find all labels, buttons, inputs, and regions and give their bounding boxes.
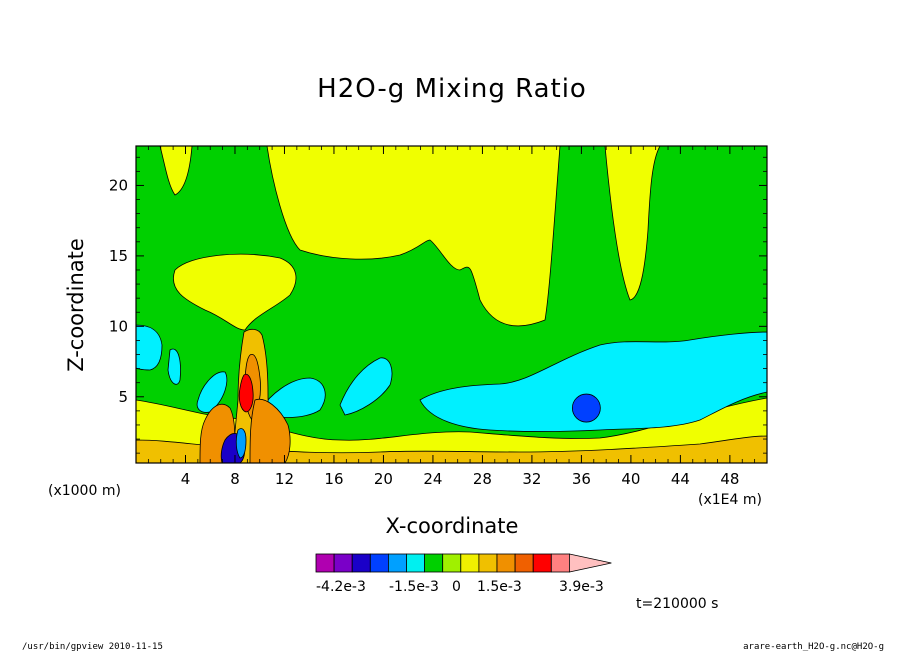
y-axis-label: Z-coordinate [64, 238, 88, 372]
colorbar-cell [514, 553, 534, 573]
time-label: t=210000 s [636, 596, 719, 612]
colorbar-cell [550, 553, 570, 573]
blue-core [571, 393, 601, 423]
x-axis-label: X-coordinate [385, 514, 519, 538]
footer-right: arare-earth_H2O-g.nc@H2O-g [743, 642, 884, 652]
y-tick-label: 15 [109, 247, 128, 265]
colorbar-label: 3.9e-3 [559, 579, 604, 595]
colorbar-cell [315, 553, 335, 573]
left-yellow-lobe [173, 253, 297, 331]
upper-yellow-plume [266, 146, 561, 327]
y-tick-label: 5 [118, 388, 128, 406]
x-tick-label: 24 [423, 470, 442, 488]
colorbar-cell [406, 553, 426, 573]
x-tick-label: 44 [671, 470, 690, 488]
small-cyan-2 [196, 371, 228, 413]
colorbar-label: 1.5e-3 [477, 579, 522, 595]
x-tick-label: 4 [181, 470, 191, 488]
x-tick-label: 16 [324, 470, 343, 488]
colorbar-label: -4.2e-3 [316, 579, 366, 595]
contour-field [136, 146, 767, 463]
y-tick-label: 10 [109, 317, 128, 335]
colorbar-cell [369, 553, 389, 573]
colorbar-cell [496, 553, 516, 573]
x-tick-label: 36 [572, 470, 591, 488]
x-tick-label: 40 [621, 470, 640, 488]
upper-right-yellow [604, 146, 661, 301]
colorbar-arrow [569, 553, 612, 573]
x-tick-label: 8 [230, 470, 240, 488]
small-cyan-3 [339, 357, 393, 416]
x-tick-label: 28 [473, 470, 492, 488]
x-tick-label: 20 [374, 470, 393, 488]
colorbar-cell [351, 553, 371, 573]
footer-left: /usr/bin/gpview 2010-11-15 [22, 642, 163, 652]
x-tick-label: 48 [720, 470, 739, 488]
red-plume [238, 373, 254, 413]
x-unit-left: (x1000 m) [48, 483, 121, 499]
colorbar-label: 0 [452, 579, 461, 595]
x-tick-label: 12 [275, 470, 294, 488]
cyan-anomaly [419, 331, 767, 432]
colorbar-cell [387, 553, 407, 573]
y-tick-label: 20 [109, 176, 128, 194]
colorbar-cell [333, 553, 353, 573]
x-tick-label: 32 [522, 470, 541, 488]
x-unit-right: (x1E4 m) [698, 492, 762, 508]
colorbar-cell [532, 553, 552, 573]
colorbar-label: -1.5e-3 [389, 579, 439, 595]
colorbar-cell [478, 553, 498, 573]
plume-cyan-spot [235, 428, 247, 459]
chart-title: H2O-g Mixing Ratio [317, 74, 587, 104]
plot-frame [135, 145, 768, 464]
small-cyan-1 [167, 348, 181, 385]
top-left-yellow [159, 146, 193, 196]
colorbar-cell [424, 553, 444, 573]
colorbar-cell [460, 553, 480, 573]
plume-right-base [249, 398, 291, 463]
mid-cyan [259, 377, 326, 418]
colorbar-cell [442, 553, 462, 573]
